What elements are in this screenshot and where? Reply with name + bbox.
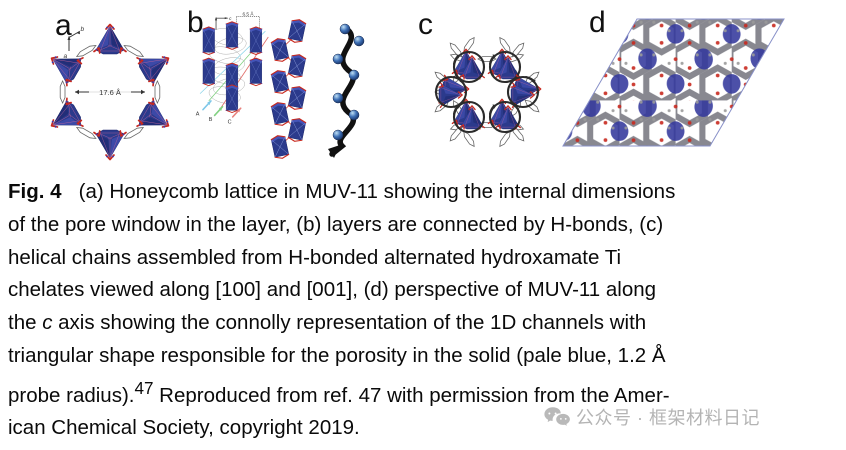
svg-text:6.5 Å: 6.5 Å [242,10,254,16]
svg-text:17.6 Å: 17.6 Å [99,88,121,97]
svg-text:c: c [229,16,232,21]
svg-text:C: C [228,119,232,125]
svg-text:b: b [81,26,85,33]
